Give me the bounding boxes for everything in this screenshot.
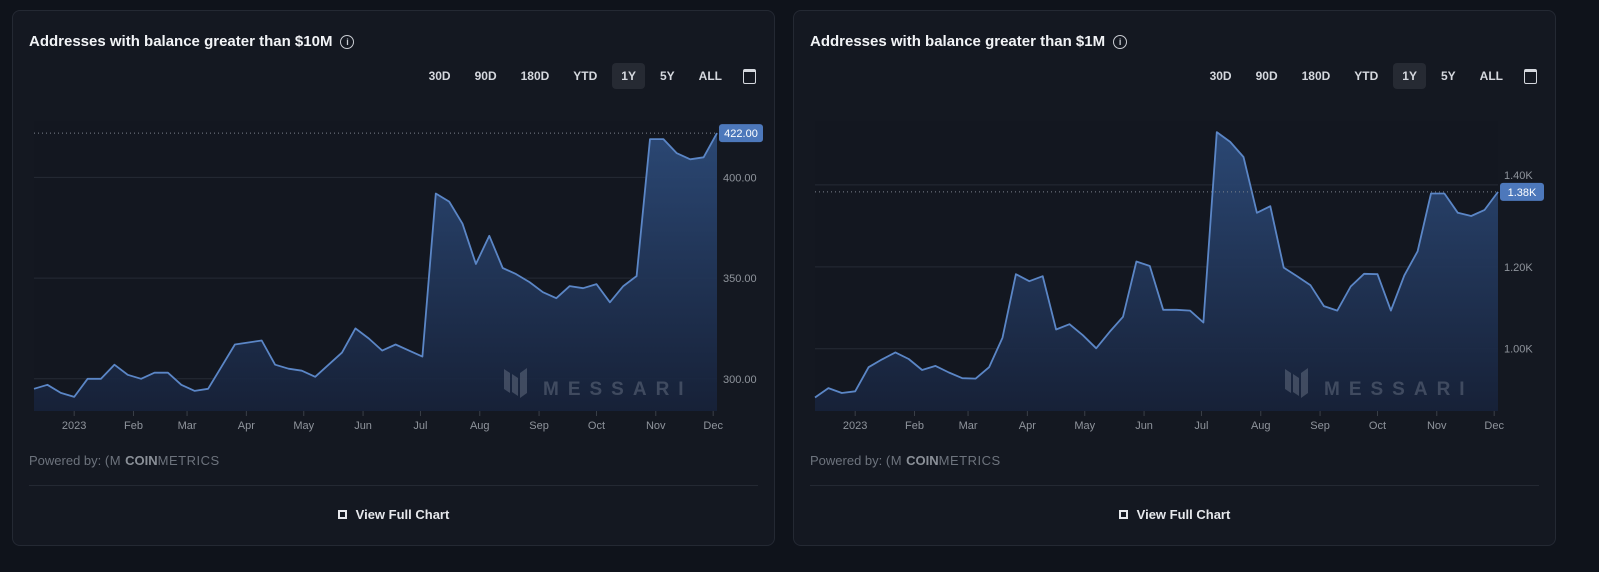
- range-button-90d[interactable]: 90D: [474, 69, 497, 83]
- range-button-1y[interactable]: 1Y: [612, 63, 645, 89]
- divider: [810, 485, 1539, 486]
- x-tick-label: May: [293, 420, 314, 432]
- messari-logo-icon: [504, 368, 527, 398]
- range-selector: 30D 90D 180D YTD 1Y 5Y ALL: [420, 63, 756, 89]
- x-tick-label: Oct: [1369, 420, 1386, 432]
- calendar-icon[interactable]: [1524, 68, 1537, 84]
- current-value-badge: [1500, 182, 1544, 201]
- range-button-5y[interactable]: 5Y: [1440, 69, 1456, 83]
- range-button-ytd[interactable]: YTD: [573, 69, 598, 83]
- messari-watermark: MESSARI: [1285, 368, 1474, 400]
- chart-card-1m: Addresses with balance greater than $1M i…: [793, 10, 1556, 546]
- range-selector: 30D 90D 180D YTD 1Y 5Y ALL: [1201, 63, 1537, 89]
- chart-card-10m: Addresses with balance greater than $10M…: [12, 10, 775, 546]
- x-tick-label: 2023: [843, 420, 867, 432]
- messari-logo-icon: [1285, 368, 1308, 398]
- view-full-chart-label: View Full Chart: [355, 507, 450, 522]
- expand-icon: [337, 510, 347, 519]
- powered-by: Powered by: (M COINMETRICS: [810, 453, 1001, 468]
- divider: [29, 485, 758, 486]
- x-tick-label: Nov: [1427, 420, 1447, 432]
- range-button-1y[interactable]: 1Y: [1393, 63, 1426, 89]
- info-icon[interactable]: i: [1113, 34, 1128, 49]
- view-full-chart-button[interactable]: View Full Chart: [13, 507, 774, 522]
- chart-title: Addresses with balance greater than $1M i: [810, 33, 1128, 50]
- y-tick-label: 1.40K: [1504, 170, 1533, 182]
- x-tick-label: May: [1074, 420, 1095, 432]
- x-tick-label: Jun: [354, 420, 372, 432]
- coinmetrics-logo: (M COINMETRICS: [885, 453, 1001, 468]
- x-tick-label: Dec: [703, 420, 723, 432]
- x-tick-label: Aug: [1251, 420, 1271, 432]
- area-fill: [34, 133, 717, 411]
- current-value-label: 1.38K: [1508, 187, 1537, 199]
- x-tick-label: Dec: [1484, 420, 1504, 432]
- range-button-all[interactable]: ALL: [698, 69, 722, 83]
- messari-watermark: MESSARI: [504, 368, 693, 400]
- y-tick-label: 1.00K: [1504, 344, 1533, 356]
- range-button-30d[interactable]: 30D: [1209, 69, 1232, 83]
- range-button-180d[interactable]: 180D: [520, 69, 550, 83]
- series-line: [814, 131, 1499, 399]
- view-full-chart-label: View Full Chart: [1136, 507, 1231, 522]
- x-tick-label: Sep: [1310, 420, 1330, 432]
- x-tick-label: Apr: [238, 420, 255, 432]
- y-tick-label: 350.00: [723, 273, 757, 285]
- range-button-5y[interactable]: 5Y: [659, 69, 675, 83]
- powered-by-label: Powered by:: [810, 453, 883, 468]
- current-value-label: 422.00: [724, 128, 758, 140]
- view-full-chart-button[interactable]: View Full Chart: [794, 507, 1555, 522]
- info-icon[interactable]: i: [340, 34, 355, 49]
- x-tick-label: Nov: [646, 420, 666, 432]
- x-tick-label: Oct: [588, 420, 605, 432]
- chart-title-text: Addresses with balance greater than $1M: [810, 33, 1106, 50]
- range-button-90d[interactable]: 90D: [1255, 69, 1278, 83]
- x-tick-label: Jul: [413, 420, 427, 432]
- y-tick-label: 400.00: [723, 172, 757, 184]
- x-tick-label: Feb: [124, 420, 143, 432]
- expand-icon: [1118, 510, 1128, 519]
- powered-by-label: Powered by:: [29, 453, 102, 468]
- chart-title-text: Addresses with balance greater than $10M: [29, 33, 333, 50]
- range-button-ytd[interactable]: YTD: [1354, 69, 1379, 83]
- watermark-text: MESSARI: [1324, 379, 1474, 400]
- range-button-180d[interactable]: 180D: [1301, 69, 1331, 83]
- x-tick-label: Mar: [178, 420, 197, 432]
- x-tick-label: Jul: [1194, 420, 1208, 432]
- range-button-all[interactable]: ALL: [1479, 69, 1503, 83]
- series-line: [33, 132, 718, 398]
- y-tick-label: 1.20K: [1504, 262, 1533, 274]
- powered-by: Powered by: (M COINMETRICS: [29, 453, 220, 468]
- calendar-icon[interactable]: [743, 68, 756, 84]
- area-fill: [815, 132, 1498, 411]
- x-tick-label: Aug: [470, 420, 490, 432]
- x-tick-label: Feb: [905, 420, 924, 432]
- x-tick-label: Apr: [1019, 420, 1036, 432]
- x-tick-label: Jun: [1135, 420, 1153, 432]
- y-tick-label: 300.00: [723, 374, 757, 386]
- area-chart: 300.00 350.00 400.00 MESSARI 422.00 2023 Feb Ma…: [33, 121, 763, 432]
- area-chart: 1.00K 1.20K 1.40K MESSARI 1.38K 2023 Feb Mar Apr…: [814, 121, 1544, 432]
- watermark-text: MESSARI: [543, 379, 693, 400]
- coinmetrics-logo: (M COINMETRICS: [104, 453, 220, 468]
- current-value-badge: [719, 124, 763, 143]
- x-tick-label: Sep: [529, 420, 549, 432]
- x-tick-label: 2023: [62, 420, 86, 432]
- chart-title: Addresses with balance greater than $10M…: [29, 33, 355, 50]
- range-button-30d[interactable]: 30D: [428, 69, 451, 83]
- x-tick-label: Mar: [959, 420, 978, 432]
